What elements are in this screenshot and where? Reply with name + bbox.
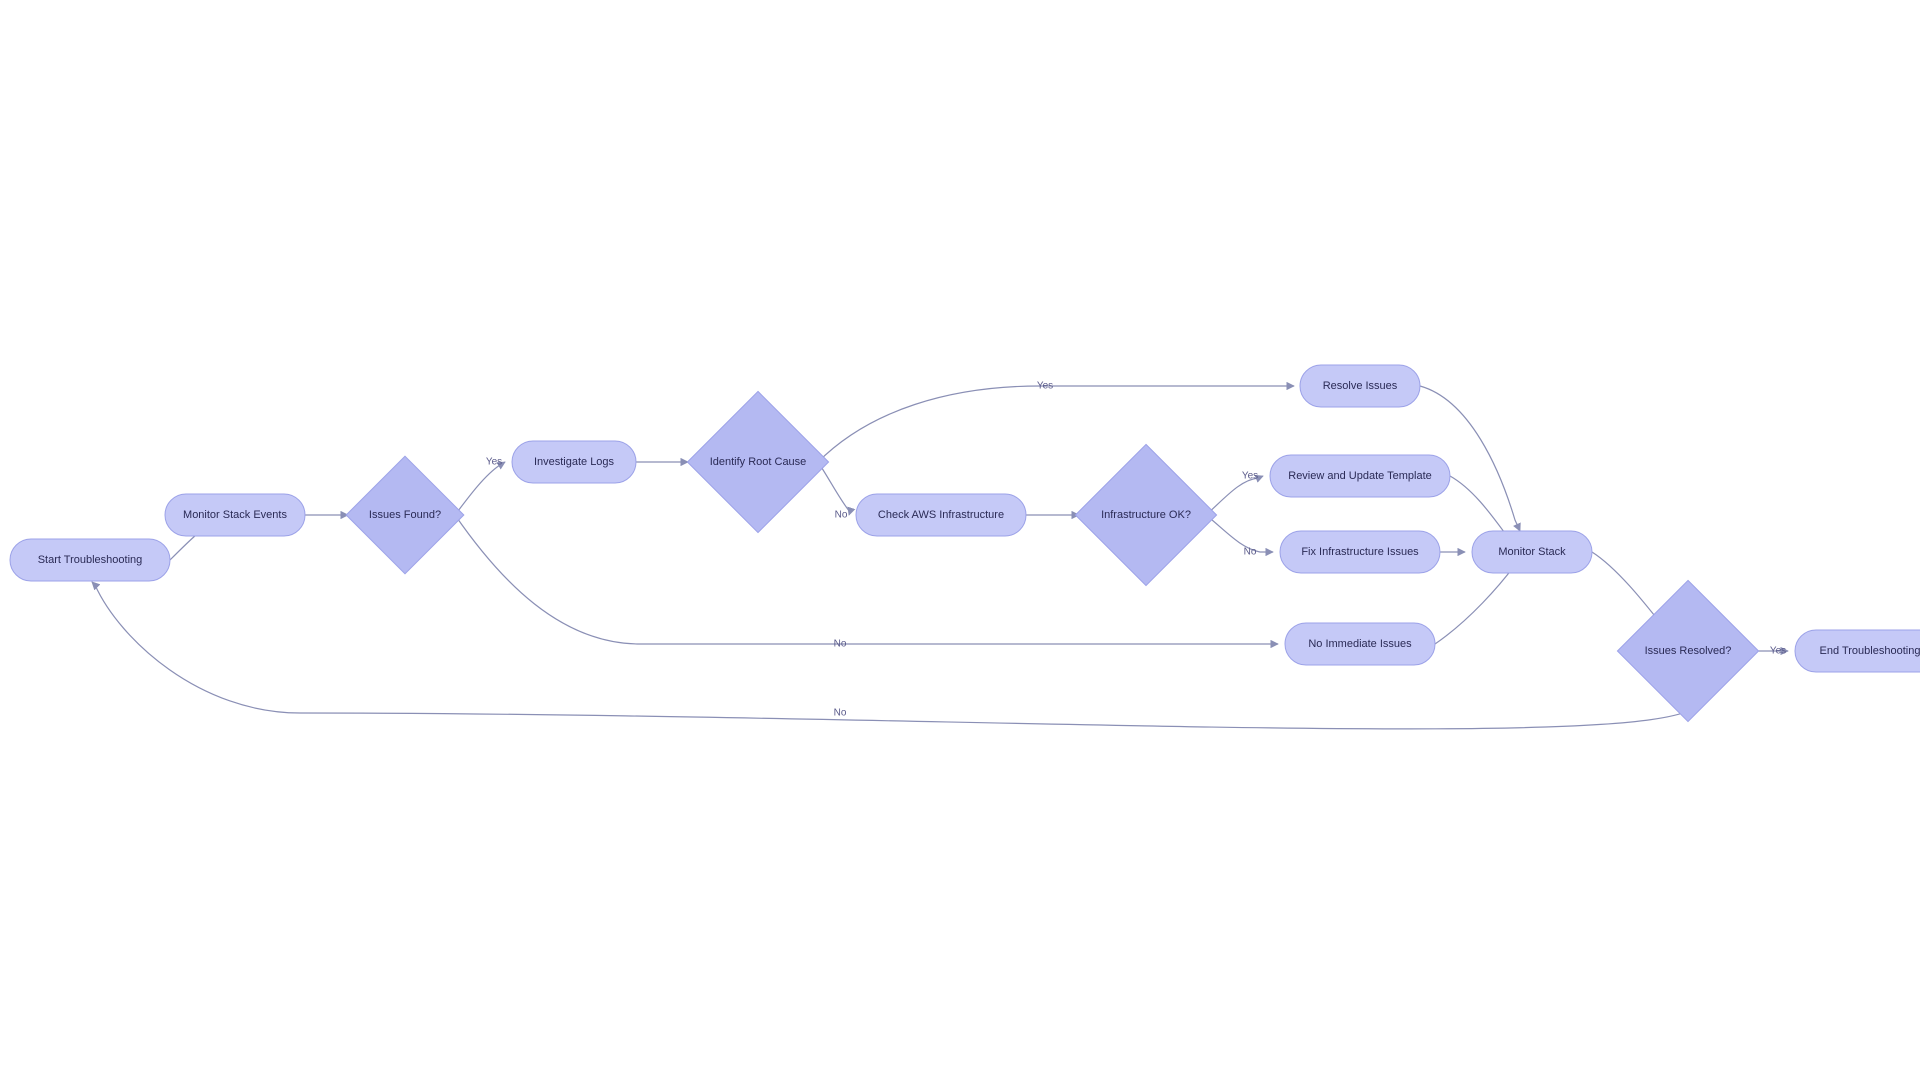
node-label-monitor2: Monitor Stack: [1498, 546, 1566, 558]
node-label-no_issues: No Immediate Issues: [1308, 638, 1412, 650]
node-label-monitor1: Monitor Stack Events: [183, 509, 287, 521]
node-label-infra_ok: Infrastructure OK?: [1101, 509, 1191, 521]
edge-label-root-resolve: Yes: [1037, 381, 1053, 392]
node-label-resolve: Resolve Issues: [1323, 380, 1398, 392]
edge-issues_found-to-logs: [455, 462, 505, 515]
edge-label-root-check_aws: No: [835, 510, 848, 521]
node-label-logs: Investigate Logs: [534, 456, 615, 468]
edge-infra_ok-to-fix: [1206, 515, 1273, 552]
node-label-review: Review and Update Template: [1288, 470, 1432, 482]
node-label-issues_found: Issues Found?: [369, 509, 441, 521]
edge-label-issues_found-logs: Yes: [486, 457, 502, 468]
nodes-group: Start Troubleshooting Monitor Stack Event…: [10, 365, 1920, 722]
node-label-end: End Troubleshooting: [1820, 645, 1920, 657]
edge-resolved-to-start: [92, 582, 1688, 729]
node-label-start: Start Troubleshooting: [38, 554, 143, 566]
edge-root-to-check_aws: [818, 462, 850, 515]
edge-label-resolved-end: Yes: [1770, 646, 1786, 657]
edge-label-resolved-start: No: [834, 708, 847, 719]
node-label-check_aws: Check AWS Infrastructure: [878, 509, 1004, 521]
edge-infra_ok-to-review: [1206, 476, 1263, 515]
flowchart-svg: Start Troubleshooting Monitor Stack Event…: [0, 0, 1920, 1080]
edge-label-infra_ok-review: Yes: [1242, 471, 1258, 482]
node-label-root: Identify Root Cause: [710, 456, 807, 468]
edge-label-issues_found-no_issues: No: [834, 639, 847, 650]
node-label-resolved: Issues Resolved?: [1645, 645, 1732, 657]
edge-root-to-resolve: [818, 386, 1294, 462]
edge-label-infra_ok-fix: No: [1244, 547, 1257, 558]
node-label-fix: Fix Infrastructure Issues: [1301, 546, 1419, 558]
